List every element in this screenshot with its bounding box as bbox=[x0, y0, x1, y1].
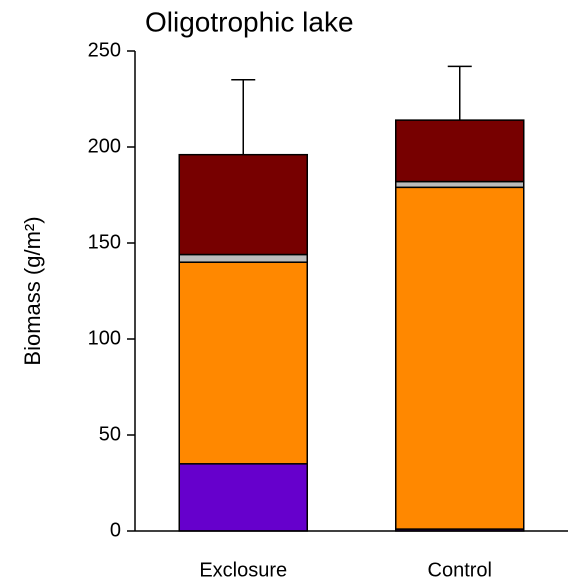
y-tick-label: 150 bbox=[88, 231, 121, 253]
bar-segment bbox=[395, 119, 525, 183]
y-tick-label: 0 bbox=[110, 519, 121, 541]
error-bar bbox=[447, 65, 472, 121]
x-tick-label: Exclosure bbox=[199, 559, 287, 581]
chart-title: Oligotrophic lake bbox=[145, 6, 354, 37]
bar-segment bbox=[395, 186, 525, 530]
bar-segment bbox=[178, 261, 308, 465]
x-tick-label: Control bbox=[428, 559, 492, 581]
y-tick-label: 200 bbox=[88, 135, 121, 157]
bar-segment bbox=[178, 153, 308, 256]
bar-segment bbox=[395, 180, 525, 189]
bar-segment bbox=[178, 463, 308, 532]
y-tick-label: 50 bbox=[99, 423, 121, 445]
y-tick-label: 250 bbox=[88, 39, 121, 61]
y-tick-label: 100 bbox=[88, 327, 121, 349]
y-axis-label: Biomass (g/m²) bbox=[20, 216, 45, 365]
error-bar bbox=[231, 79, 256, 155]
bar-segment bbox=[178, 253, 308, 263]
